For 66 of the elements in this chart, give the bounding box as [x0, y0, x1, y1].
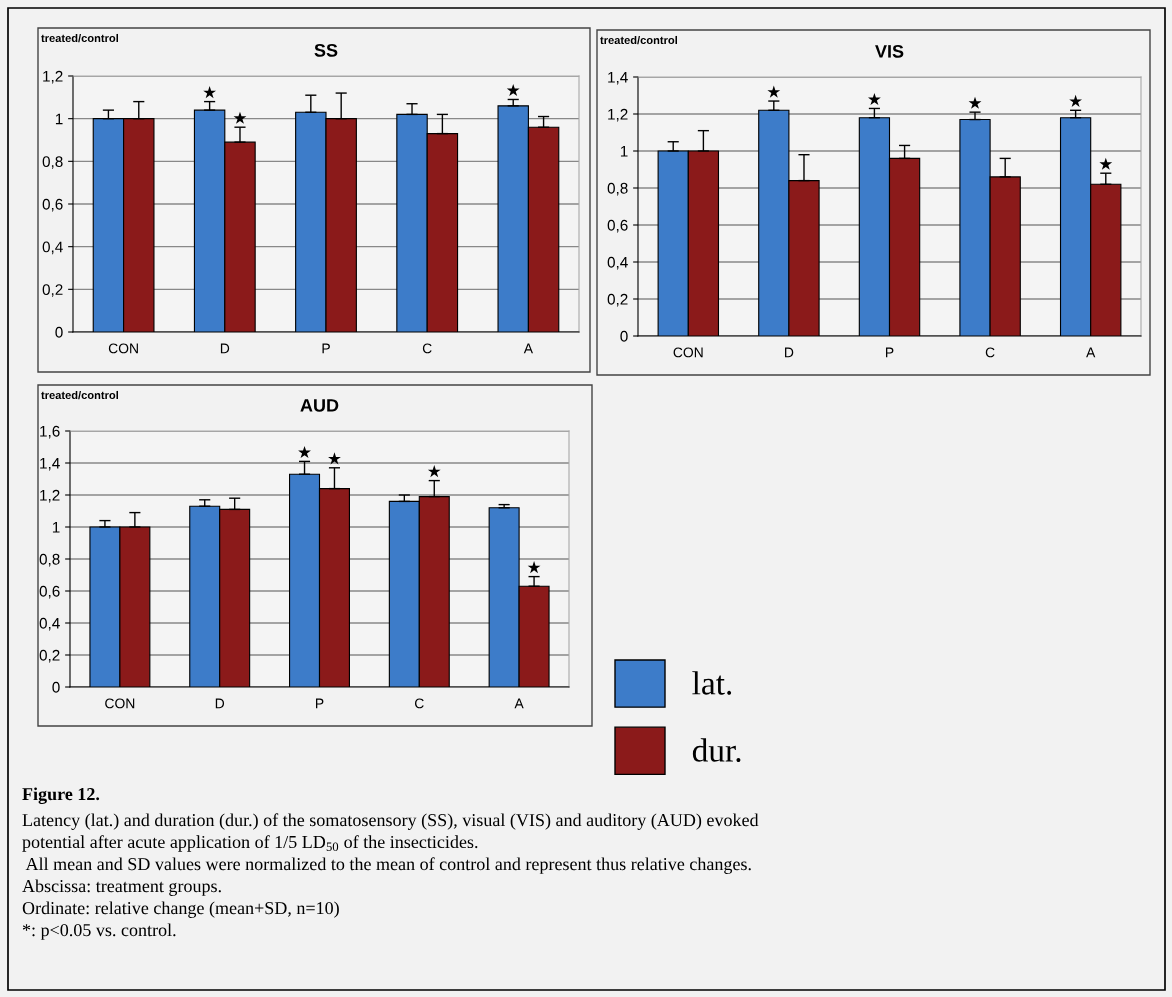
y-tick-label: 0,4 — [607, 256, 628, 270]
x-tick-label: A — [514, 698, 524, 709]
annotation: ★ — [328, 452, 341, 465]
annotation: ★ — [233, 111, 247, 124]
y-tick-label: 0,2 — [42, 284, 63, 297]
x-tick-label: P — [322, 343, 330, 354]
y-tick-label: 1 — [52, 522, 60, 533]
x-tick-label: P — [316, 698, 324, 709]
x-tick-label: CON — [105, 698, 135, 709]
y-axis-title: treated/control — [600, 35, 677, 45]
y-tick-label: 1,2 — [40, 489, 60, 503]
y-tick-label: 0,8 — [42, 156, 63, 169]
annotation: ★ — [506, 83, 520, 97]
y-tick-label: 0 — [620, 330, 628, 342]
y-tick-label: 0,4 — [42, 241, 63, 255]
y-tick-label: 1,6 — [40, 425, 60, 439]
y-tick-label: 1,4 — [40, 458, 60, 471]
x-tick-label: C — [985, 347, 995, 358]
text: *: p<0.05 vs. control. — [22, 923, 176, 940]
x-tick-label: A — [523, 343, 533, 354]
text: potential after acute application of 1/5 LD$_{50}$ of the insecticides. — [22, 835, 478, 852]
chart-title: VIS — [875, 44, 904, 58]
annotation: ★ — [203, 86, 217, 99]
annotation: ★ — [527, 561, 541, 574]
y-tick-label: 1,2 — [608, 108, 628, 122]
y-axis-title: treated/control — [41, 33, 118, 43]
y-tick-label: 0,2 — [607, 293, 628, 307]
text: Abscissa: treatment groups. — [22, 879, 221, 896]
y-axis-title: treated/control — [41, 390, 118, 400]
annotation: ★ — [427, 465, 441, 478]
x-tick-label: CON — [108, 343, 138, 354]
y-tick-label: 0,4 — [39, 617, 60, 631]
y-tick-label: 0,8 — [39, 553, 60, 567]
annotation: ★ — [868, 92, 881, 106]
text: Ordinate: relative change (mean+SD, n=10) — [22, 901, 339, 918]
caption: Figure 12. — [22, 787, 100, 804]
x-tick-label: D — [215, 698, 225, 709]
annotation: ★ — [968, 96, 982, 109]
x-tick-label: P — [886, 347, 894, 358]
y-tick-label: 1,2 — [43, 70, 63, 84]
y-tick-label: 1 — [55, 113, 63, 125]
x-tick-label: CON — [673, 347, 703, 358]
y-tick-label: 0 — [55, 326, 63, 338]
x-tick-label: A — [1086, 347, 1096, 358]
x-tick-label: D — [220, 343, 230, 354]
y-tick-label: 1,4 — [608, 72, 628, 85]
legend-label: dur. — [692, 738, 741, 762]
x-tick-label: C — [422, 343, 432, 354]
y-tick-label: 0,6 — [42, 198, 63, 212]
x-tick-label: D — [785, 347, 794, 358]
annotation: ★ — [767, 85, 781, 98]
legend-label: lat. — [692, 671, 732, 695]
annotation: ★ — [1099, 157, 1113, 170]
y-tick-label: 1 — [620, 146, 628, 157]
y-tick-label: 0,2 — [39, 649, 60, 663]
y-tick-label: 0,6 — [39, 585, 60, 599]
y-tick-label: 0,8 — [607, 182, 628, 196]
text: Latency (lat.) and duration (dur.) of the somatosensory (SS), visual (VIS) and auditory (AUD) evoked — [22, 813, 759, 830]
chart-title: AUD — [300, 399, 339, 412]
x-tick-label: C — [414, 698, 424, 709]
y-tick-label: 0,6 — [607, 219, 628, 233]
annotation: ★ — [298, 445, 311, 459]
y-tick-label: 0 — [52, 681, 60, 693]
text: All mean and SD values were normalized to the mean of control and represent thus relative changes. — [25, 857, 751, 874]
chart-title: SS — [314, 43, 338, 57]
annotation: ★ — [1069, 94, 1082, 107]
